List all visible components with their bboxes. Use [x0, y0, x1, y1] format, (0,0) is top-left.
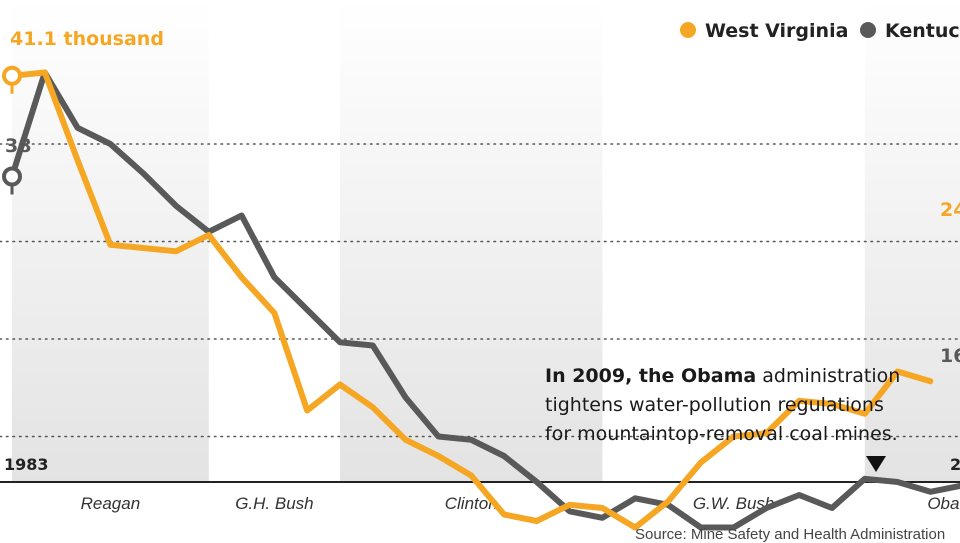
series-start-label-0: 41.1 thousand [10, 28, 164, 50]
era-label-1: G.H. Bush [235, 494, 313, 513]
series-line-1 [9, 69, 960, 531]
series-endpoints: 41.1 thousand 38 24 16 [2, 28, 960, 367]
legend: West Virginia Kentucky [680, 20, 960, 42]
annotation-callout: In 2009, the Obama administration tighte… [545, 362, 905, 449]
source-note: Source: Mine Safety and Health Administr… [635, 526, 946, 543]
annotation-marker-icon [866, 456, 886, 472]
legend-label-1: Kentucky [885, 20, 960, 42]
series-lines [9, 69, 960, 531]
annotation-bold-text: In 2009, the Obama [545, 365, 757, 387]
era-label-4: Obama [927, 494, 960, 513]
series-start-point-1 [2, 166, 22, 187]
series-end-label-1: 16 [940, 345, 960, 367]
legend-swatch-0 [680, 22, 696, 38]
series-line-0 [9, 69, 934, 531]
series-end-label-0: 24 [940, 199, 960, 221]
annotation-text: administration tightens water-pollution … [545, 365, 901, 445]
series-start-label-1: 38 [5, 135, 31, 157]
gridlines [0, 143, 960, 438]
era-labels: Reagan G.H. Bush Clinton G.W. Bush Obama [81, 494, 960, 513]
legend-swatch-1 [860, 22, 876, 38]
x-tick-label-start: 1983 [4, 455, 49, 474]
x-tick-label-end: 2 [950, 455, 960, 474]
era-label-0: Reagan [81, 494, 141, 513]
series-start-point-0 [2, 65, 22, 86]
era-label-3: G.W. Bush [693, 494, 775, 513]
era-label-2: Clinton [445, 494, 498, 513]
legend-label-0: West Virginia [705, 20, 848, 42]
